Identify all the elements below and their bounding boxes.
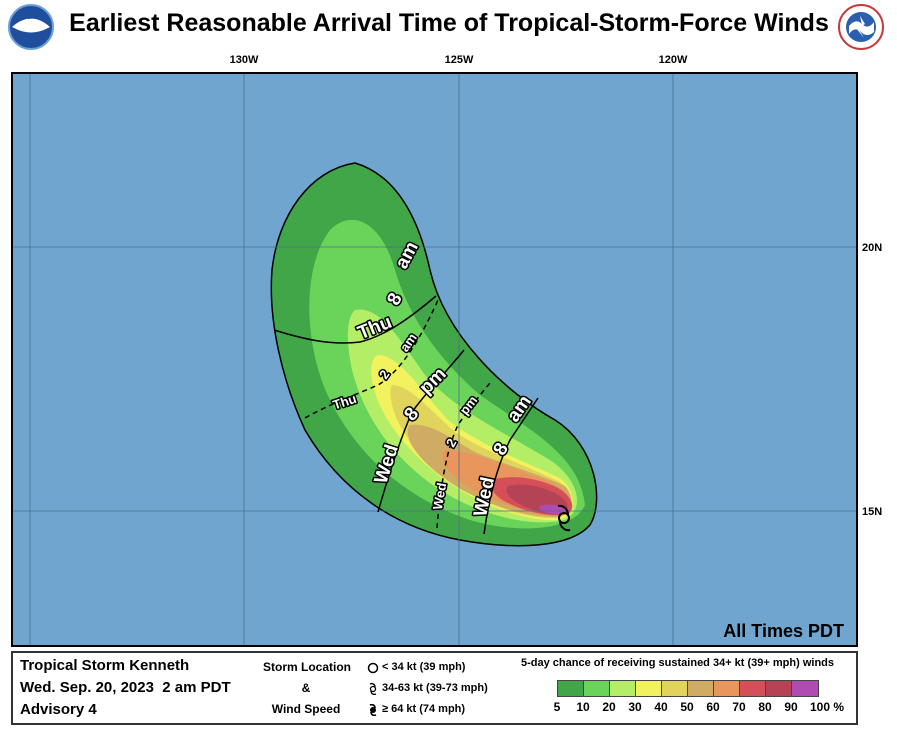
tropical-storm-symbol-icon: [557, 504, 571, 532]
probability-scale-label: 90: [784, 700, 798, 714]
location-item-tropical-storm-text: 34-63 kt (39-73 mph): [382, 682, 488, 694]
probability-scale-label: 60: [706, 700, 720, 714]
arrival-line-wed-2pm: [436, 382, 491, 529]
advisory-datetime: Wed. Sep. 20, 2023 2 am PDT: [20, 679, 231, 696]
location-item-tropical-storm: 34-63 kt (39-73 mph): [367, 678, 488, 699]
probability-swatch: [662, 681, 688, 696]
hurricane-symbol-icon: [369, 703, 377, 716]
arrival-line-thu-2am: [304, 299, 439, 419]
lon-label-125w: 125W: [445, 54, 474, 66]
prob-contour-90: [539, 504, 566, 515]
probability-scale-label: 80: [758, 700, 772, 714]
advisory-number: Advisory 4: [20, 701, 97, 718]
arrival-line-wed-8pm: [377, 349, 465, 513]
location-item-hurricane: ≥ 64 kt (74 mph): [367, 699, 488, 720]
probability-color-scale: [557, 680, 819, 697]
probability-swatch: [610, 681, 636, 696]
probability-scale-labels: 5 10 20 30 40 50 60 70 80 90 100 %: [543, 700, 863, 716]
map-title: Earliest Reasonable Arrival Time of Trop…: [69, 9, 829, 37]
probability-scale-label: 20: [602, 700, 616, 714]
probability-swatch: [584, 681, 610, 696]
probability-scale-label: 40: [654, 700, 668, 714]
legend-panel: Tropical Storm Kenneth Wed. Sep. 20, 202…: [11, 651, 858, 725]
storm-location-label-line3: Wind Speed: [271, 702, 341, 716]
probability-scale-label: 5: [553, 700, 561, 714]
probability-swatch: [714, 681, 740, 696]
storm-location-label-line1: Storm Location: [263, 660, 352, 674]
graticule: [12, 73, 857, 646]
lon-label-130w: 130W: [230, 54, 259, 66]
storm-location-label-line2: &: [301, 681, 311, 695]
probability-scale-label: 30: [628, 700, 642, 714]
lat-label-20n: 20N: [862, 242, 882, 254]
probability-swatch: [558, 681, 584, 696]
lon-label-120w: 120W: [659, 54, 688, 66]
arrival-line-wed-8am: [483, 397, 539, 535]
nws-logo: [838, 4, 884, 50]
probability-scale-label: 100 %: [810, 700, 845, 714]
svg-text:NOAA: NOAA: [22, 15, 40, 21]
arrival-label-wed-2pm-a: Wed: [430, 481, 450, 510]
probability-scale-label: 70: [732, 700, 746, 714]
times-note: All Times PDT: [723, 621, 844, 641]
storm-name: Tropical Storm Kenneth: [20, 657, 190, 674]
map-frame: [11, 72, 858, 647]
probability-swatch: [636, 681, 662, 696]
probability-scale-label: 50: [680, 700, 694, 714]
storm-location-label: Storm Location & Wind Speed: [263, 657, 352, 720]
probability-scale-label: 10: [576, 700, 590, 714]
probability-swatch: [792, 681, 818, 696]
probability-swatch: [688, 681, 714, 696]
open-circle-icon: [367, 662, 379, 673]
noaa-logo: NOAA: [8, 4, 54, 50]
storm-info: Tropical Storm Kenneth Wed. Sep. 20, 202…: [20, 655, 231, 721]
location-item-hurricane-text: ≥ 64 kt (74 mph): [382, 703, 466, 715]
tropical-storm-symbol-icon: [369, 682, 377, 695]
arrival-line-thu-8am: [273, 295, 437, 344]
lat-label-15n: 15N: [862, 506, 882, 518]
location-item-weak-text: < 34 kt (39 mph): [382, 661, 466, 673]
probability-swatch: [740, 681, 766, 696]
storm-location-items: < 34 kt (39 mph) 34-63 kt (39-73 mph) ≥ …: [367, 657, 488, 720]
location-item-weak: < 34 kt (39 mph): [367, 657, 488, 678]
probability-swatch: [766, 681, 792, 696]
probability-legend-title: 5-day chance of receiving sustained 34+ …: [521, 657, 834, 669]
